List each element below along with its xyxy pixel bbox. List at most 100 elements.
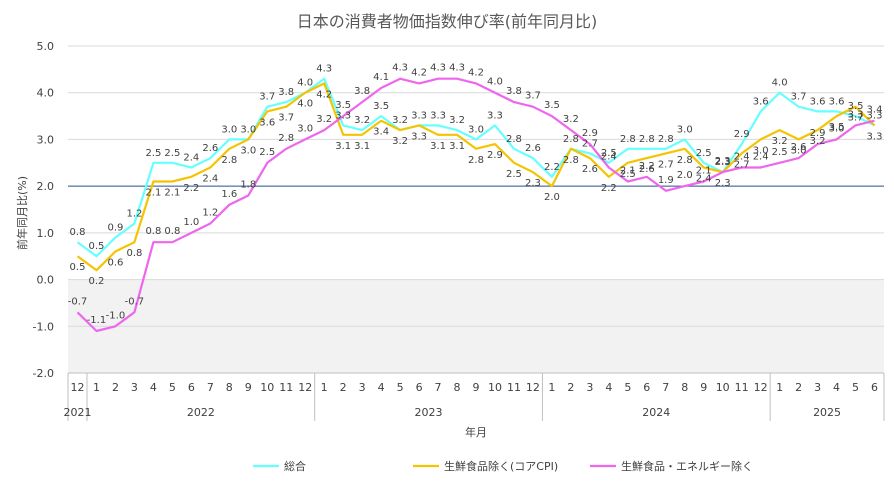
data-label: 3.5 (829, 122, 845, 133)
x-tick-month: 12 (70, 381, 84, 394)
data-label: 2.5 (696, 148, 712, 159)
data-label: 3.7 (525, 91, 541, 102)
y-tick-label: 4.0 (37, 87, 55, 100)
x-tick-month: 5 (852, 381, 859, 394)
x-tick-month: 11 (735, 381, 749, 394)
data-label: 1.9 (658, 175, 674, 186)
data-label: 2.5 (601, 148, 617, 159)
data-label: 3.3 (430, 110, 446, 121)
data-label: 3.2 (392, 115, 408, 126)
x-tick-month: 6 (643, 381, 650, 394)
x-tick-month: 8 (681, 381, 688, 394)
data-label: 4.0 (487, 77, 503, 88)
x-tick-month: 8 (226, 381, 233, 394)
data-label: 3.3 (867, 131, 883, 142)
x-tick-month: 5 (397, 381, 404, 394)
legend-label: 生鮮食品・エネルギー除く (621, 459, 753, 473)
data-label: 0.8 (145, 226, 161, 237)
x-tick-month: 1 (548, 381, 555, 394)
data-label: 3.5 (544, 100, 560, 111)
data-label: 3.7 (259, 92, 275, 103)
x-tick-month: 10 (716, 381, 730, 394)
data-label: 2.8 (620, 134, 636, 145)
data-label: 1.8 (240, 179, 256, 190)
data-label: 4.2 (411, 67, 427, 78)
data-label: 2.6 (791, 142, 807, 153)
x-tick-month: 4 (833, 381, 840, 394)
data-label: 2.7 (582, 138, 598, 149)
data-label: 2.8 (658, 134, 674, 145)
data-label: 3.6 (829, 96, 845, 107)
series-line-1 (76, 82, 876, 272)
data-label: 4.0 (772, 78, 788, 89)
data-label: 3.7 (848, 113, 864, 124)
data-label: 2.2 (183, 183, 199, 194)
data-label: 3.0 (468, 124, 484, 135)
data-label: 2.9 (734, 129, 750, 140)
data-label: 2.5 (620, 169, 636, 180)
data-label: 2.1 (620, 165, 636, 176)
data-label: 3.5 (373, 101, 389, 112)
data-label: 2.8 (677, 155, 693, 166)
data-label: 2.0 (677, 170, 693, 181)
data-label: -0.7 (125, 296, 145, 307)
data-label: 3.3 (487, 110, 503, 121)
data-label: 1.2 (126, 209, 142, 220)
x-tick-month: 9 (700, 381, 707, 394)
data-label: 0.2 (89, 276, 105, 287)
data-label: 2.3 (525, 178, 541, 189)
data-label: 2.4 (601, 151, 617, 162)
data-label: 2.1 (696, 165, 712, 176)
x-tick-month: 7 (435, 381, 442, 394)
data-label: 3.0 (791, 145, 807, 156)
x-tick-year: 2022 (187, 406, 215, 419)
x-tick-month: 5 (624, 381, 631, 394)
data-label: 3.0 (240, 124, 256, 135)
data-label: 2.8 (563, 155, 579, 166)
data-label: 4.0 (297, 78, 313, 89)
data-label: 3.2 (772, 136, 788, 147)
data-label: 2.9 (487, 150, 503, 161)
x-tick-year: 2024 (642, 406, 670, 419)
data-label: 3.5 (848, 101, 864, 112)
data-label: 2.4 (696, 173, 712, 184)
x-tick-month: 1 (776, 381, 783, 394)
data-label: 4.0 (297, 99, 313, 110)
x-tick-month: 9 (245, 381, 252, 394)
x-tick-month: 12 (526, 381, 540, 394)
data-label: 4.3 (449, 63, 465, 74)
x-tick-month: 6 (416, 381, 423, 394)
x-tick-month: 2 (340, 381, 347, 394)
x-tick-month: 3 (359, 381, 366, 394)
data-label: 3.0 (829, 123, 845, 134)
x-tick-year: 2021 (63, 406, 91, 419)
data-label: 3.2 (563, 114, 579, 125)
data-label: 3.3 (335, 110, 351, 121)
data-label: 4.2 (468, 67, 484, 78)
data-label: 3.2 (449, 115, 465, 126)
x-tick-month: 5 (169, 381, 176, 394)
y-tick-label: 1.0 (37, 227, 55, 240)
data-label: 2.2 (601, 183, 617, 194)
data-label: 2.6 (202, 143, 218, 154)
x-tick-month: 10 (260, 381, 274, 394)
x-tick-month: 6 (871, 381, 878, 394)
data-label: 0.9 (107, 223, 123, 234)
data-label: -1.0 (106, 310, 126, 321)
data-label: 3.0 (297, 123, 313, 134)
data-label: 2.4 (183, 152, 199, 163)
legend-label: 総合 (284, 459, 306, 473)
data-label: -0.7 (68, 296, 88, 307)
data-label: 3.3 (848, 109, 864, 120)
data-label: 3.1 (335, 141, 351, 152)
data-label: 2.3 (715, 156, 731, 167)
data-label: 2.4 (753, 151, 769, 162)
series-lines (76, 77, 876, 333)
data-label: 2.0 (544, 192, 560, 203)
y-tick-label: -2.0 (33, 367, 54, 380)
data-label: 3.0 (221, 124, 237, 135)
x-tick-month: 4 (605, 381, 612, 394)
data-label: 4.3 (392, 63, 408, 74)
data-label: 2.8 (468, 155, 484, 166)
